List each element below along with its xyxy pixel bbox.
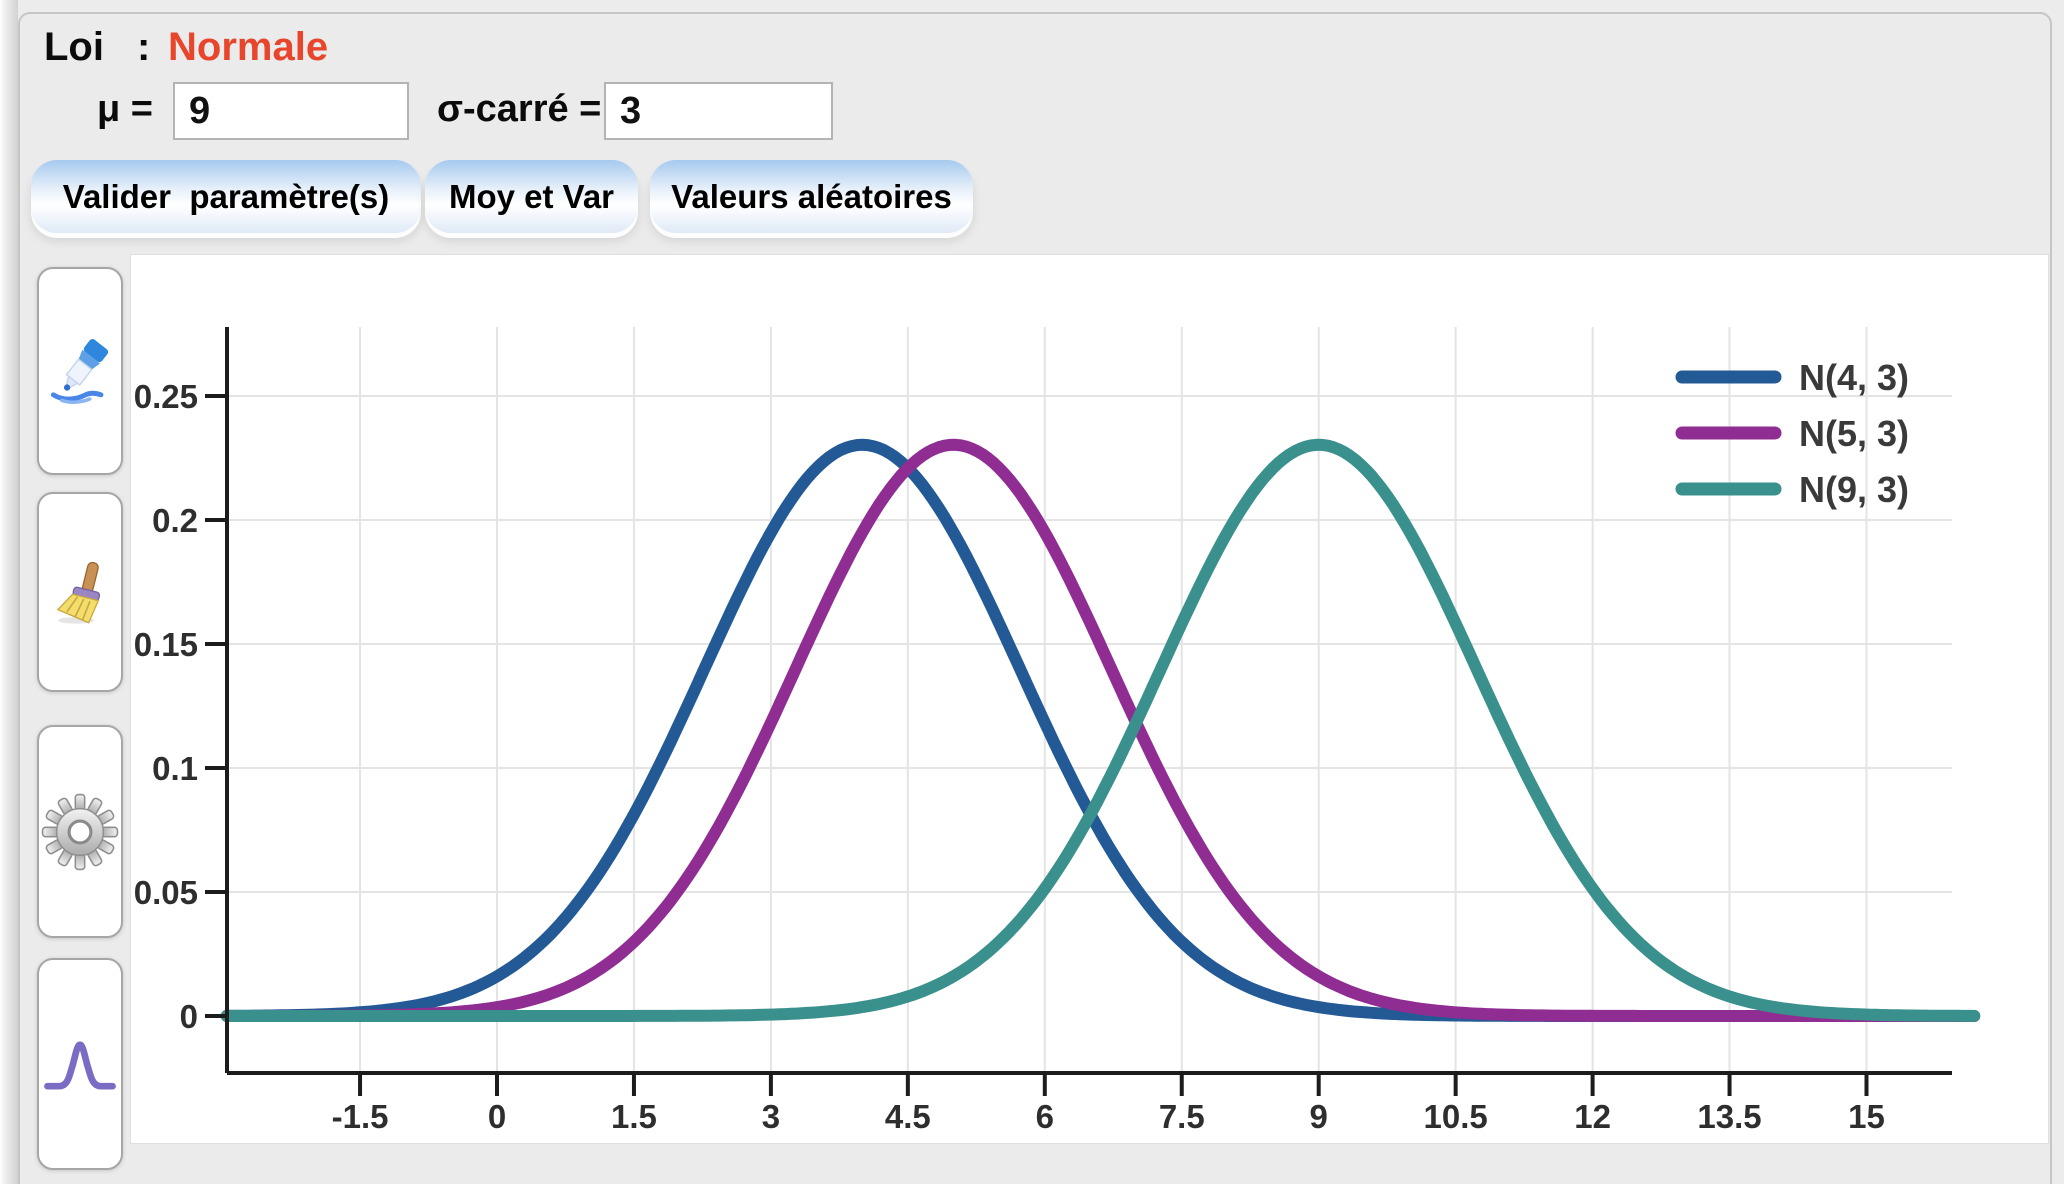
sigma-squared-input[interactable] — [604, 82, 833, 140]
svg-text:12: 12 — [1574, 1098, 1611, 1135]
plot-panel: 0 0.05 0.1 0.15 0.2 0.25 -1.5 0 1.5 3 4.5 6 7.5 9 10.5… — [131, 255, 2048, 1143]
broom-icon — [56, 561, 101, 624]
legend-label-2: N(9, 3) — [1799, 469, 1909, 510]
svg-text:0.05: 0.05 — [134, 874, 198, 911]
random-values-button[interactable]: Valeurs aléatoires — [650, 160, 973, 233]
normal-curve-icon — [44, 1041, 116, 1090]
svg-text:0.1: 0.1 — [152, 750, 198, 787]
mu-label: μ = — [97, 88, 153, 130]
svg-text:1.5: 1.5 — [611, 1098, 657, 1135]
pdf-curves — [220, 438, 1981, 1022]
axis-tick-labels: 0 0.05 0.1 0.15 0.2 0.25 -1.5 0 1.5 3 4.5 6 7.5 9 10.5… — [134, 378, 1885, 1135]
legend: N(4, 3) N(5, 3) N(9, 3) — [1675, 357, 1909, 510]
marker-pen-icon — [50, 339, 109, 404]
draw-tool-button[interactable] — [37, 267, 123, 475]
svg-text:4.5: 4.5 — [885, 1098, 931, 1135]
svg-text:9: 9 — [1310, 1098, 1328, 1135]
legend-label-1: N(5, 3) — [1799, 413, 1909, 454]
distribution-plot: 0 0.05 0.1 0.15 0.2 0.25 -1.5 0 1.5 3 4.5 6 7.5 9 10.5… — [134, 327, 1981, 1135]
sigma-squared-label: σ-carré = — [437, 88, 602, 130]
svg-text:10.5: 10.5 — [1424, 1098, 1488, 1135]
svg-text:0.15: 0.15 — [134, 626, 198, 663]
svg-text:6: 6 — [1036, 1098, 1054, 1135]
validate-parameters-button[interactable]: Valider paramètre(s) — [31, 160, 421, 233]
gear-icon — [41, 793, 119, 870]
settings-tool-button[interactable] — [37, 725, 123, 938]
window-left-edge — [0, 0, 18, 1184]
curve-series-0 — [220, 438, 1981, 1022]
svg-text:0: 0 — [488, 1098, 506, 1135]
density-curve-tool-button[interactable] — [37, 958, 123, 1170]
curve-series-1 — [220, 438, 1981, 1022]
gridlines — [227, 327, 1952, 1073]
svg-text:13.5: 13.5 — [1697, 1098, 1761, 1135]
svg-text:7.5: 7.5 — [1159, 1098, 1205, 1135]
curve-series-2 — [220, 438, 1981, 1022]
svg-text:0.2: 0.2 — [152, 502, 198, 539]
clear-tool-button[interactable] — [37, 492, 123, 692]
legend-label-0: N(4, 3) — [1799, 357, 1909, 398]
svg-text:0: 0 — [180, 998, 198, 1035]
svg-text:-1.5: -1.5 — [332, 1098, 389, 1135]
axes — [205, 327, 1952, 1096]
svg-text:0.25: 0.25 — [134, 378, 198, 415]
law-label: Loi — [44, 25, 104, 69]
svg-text:15: 15 — [1848, 1098, 1885, 1135]
mean-and-variance-button[interactable]: Moy et Var — [425, 160, 638, 233]
law-value: Normale — [168, 25, 329, 69]
law-separator: : — [137, 25, 151, 69]
mu-input[interactable] — [173, 82, 409, 140]
svg-text:3: 3 — [762, 1098, 780, 1135]
